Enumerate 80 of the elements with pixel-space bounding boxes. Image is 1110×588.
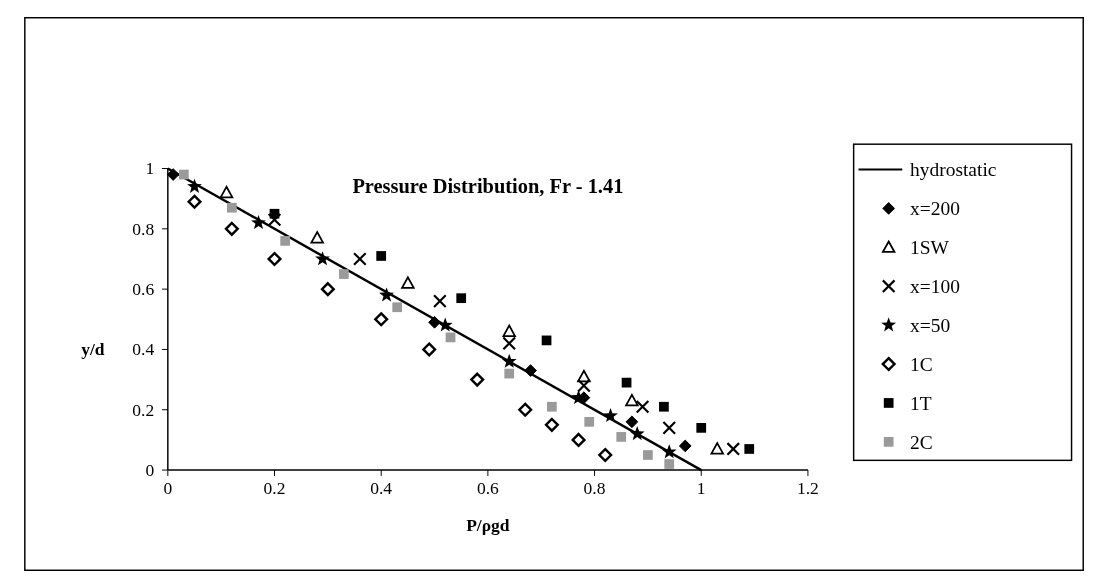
point xyxy=(678,439,692,453)
legend-label: x=50 xyxy=(910,314,951,336)
point xyxy=(502,336,517,351)
point xyxy=(635,399,650,414)
legend-label: 1SW xyxy=(910,237,950,259)
legend-label: hydrostatic xyxy=(910,159,997,181)
chart-title: Pressure Distribution, Fr - 1.41 xyxy=(352,174,624,197)
point xyxy=(224,221,239,236)
point xyxy=(501,353,517,368)
point xyxy=(267,251,282,267)
point xyxy=(625,415,639,429)
y-tick-label: 0 xyxy=(145,459,155,480)
point xyxy=(280,236,291,246)
y-tick-label: 0.2 xyxy=(132,399,155,420)
point xyxy=(456,293,467,304)
point xyxy=(584,416,595,427)
y-tick-label: 0.6 xyxy=(132,278,155,299)
point xyxy=(437,317,453,332)
point xyxy=(401,276,415,289)
point xyxy=(470,372,485,387)
point xyxy=(422,342,437,357)
x-tick-label: 0 xyxy=(163,478,173,499)
point xyxy=(428,315,441,329)
point xyxy=(547,401,557,412)
y-tick-label: 0.8 xyxy=(132,218,155,239)
legend-label: 1C xyxy=(910,353,933,375)
x-tick-label: 1.2 xyxy=(796,478,819,499)
point xyxy=(571,432,586,447)
x-tick-label: 0.4 xyxy=(370,478,393,499)
point xyxy=(661,444,677,459)
point xyxy=(374,312,389,327)
point xyxy=(310,231,324,244)
point xyxy=(710,442,724,455)
legend-label: 1T xyxy=(910,392,932,414)
legend-label: 2C xyxy=(910,431,933,453)
point xyxy=(603,408,618,423)
point xyxy=(524,364,537,377)
point xyxy=(502,324,516,337)
point xyxy=(392,302,403,313)
y-tick-label: 1 xyxy=(145,158,155,179)
point xyxy=(226,202,237,213)
point xyxy=(267,212,282,227)
point xyxy=(219,185,234,199)
point xyxy=(744,444,755,454)
point xyxy=(315,251,330,266)
point xyxy=(432,294,447,309)
point xyxy=(629,426,645,441)
point xyxy=(625,394,639,407)
point xyxy=(178,169,189,180)
point xyxy=(616,432,627,442)
legend-label: x=200 xyxy=(910,198,960,220)
x-tick-label: 0.2 xyxy=(263,478,286,499)
y-tick-label: 0.4 xyxy=(132,339,155,360)
point xyxy=(504,368,515,379)
x-tick-label: 1 xyxy=(696,478,706,499)
point xyxy=(320,282,335,297)
point xyxy=(251,215,266,230)
point xyxy=(726,442,741,456)
x-axis-title: P/ρgd xyxy=(466,515,510,536)
point xyxy=(338,269,349,279)
point xyxy=(643,450,653,460)
point xyxy=(379,287,394,302)
point xyxy=(518,402,533,417)
y-axis-title: y/d xyxy=(81,339,105,360)
point xyxy=(376,251,387,261)
point xyxy=(187,178,202,193)
point xyxy=(696,422,707,433)
point xyxy=(352,252,367,266)
x-tick-label: 0.6 xyxy=(476,478,500,499)
point xyxy=(598,447,613,463)
point xyxy=(662,420,677,435)
point xyxy=(166,168,180,181)
legend-label: x=100 xyxy=(910,276,960,298)
point xyxy=(576,378,591,393)
point xyxy=(664,459,675,469)
point xyxy=(187,194,202,209)
point xyxy=(659,401,669,412)
point xyxy=(269,208,280,219)
point xyxy=(544,417,559,432)
x-tick-label: 0.8 xyxy=(583,478,606,499)
